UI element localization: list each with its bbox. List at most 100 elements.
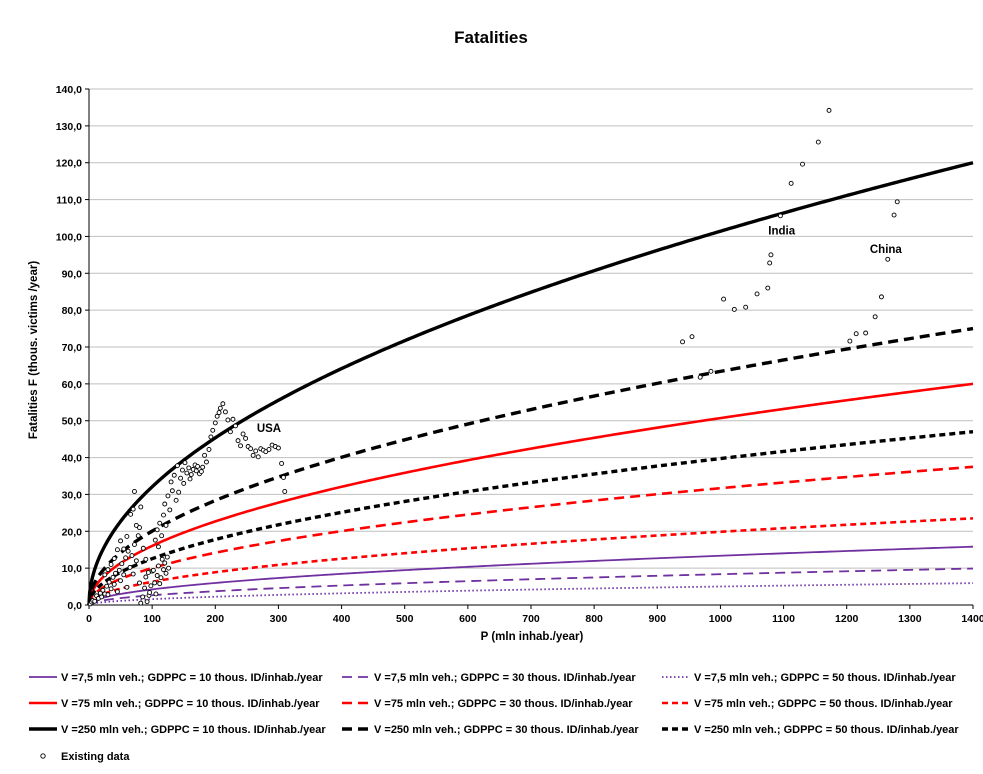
data-point (200, 464, 206, 470)
data-point (176, 489, 182, 495)
data-point (161, 512, 166, 518)
data-point (152, 580, 158, 586)
data-point (130, 571, 136, 577)
data-point (143, 574, 149, 580)
data-point (168, 479, 174, 485)
data-point (114, 547, 120, 553)
data-point (214, 413, 220, 419)
x-tick-label: 500 (396, 613, 414, 625)
data-point (263, 449, 269, 455)
data-point (152, 537, 158, 543)
data-point (118, 538, 124, 544)
data-point (169, 488, 175, 494)
grid-lines (89, 88, 973, 569)
data-point (108, 562, 114, 567)
data-point (279, 461, 285, 466)
data-point (212, 420, 218, 426)
data-point (853, 331, 859, 337)
data-point (220, 401, 226, 407)
data-point (113, 570, 118, 576)
x-tick-label: 1400 (961, 613, 983, 625)
data-point (216, 410, 222, 416)
y-tick-label: 70,0 (62, 342, 83, 354)
x-axis-title: P (mln inhab./year) (481, 631, 584, 643)
data-point (743, 304, 749, 310)
data-point (167, 507, 173, 513)
data-point (163, 570, 169, 576)
data-point (116, 567, 122, 573)
data-point (145, 570, 151, 576)
legend-label-3: V =7,5 mln veh.; GDPPC = 50 thous. ID/in… (694, 672, 956, 684)
data-point (266, 447, 272, 452)
data-point (100, 587, 106, 593)
data-point (765, 285, 771, 291)
data-point (111, 581, 117, 587)
data-point (174, 463, 180, 469)
data-point (137, 580, 142, 586)
data-point (225, 417, 231, 423)
data-point (878, 294, 884, 300)
data-point (248, 446, 254, 452)
data-point (826, 107, 832, 113)
data-point (148, 583, 154, 589)
x-tick-label: 300 (270, 613, 288, 625)
data-point (179, 467, 185, 473)
data-point (708, 368, 714, 374)
data-point (110, 574, 116, 580)
data-point (227, 429, 233, 435)
data-point (153, 591, 159, 597)
x-tick-label: 600 (459, 613, 477, 625)
x-tick-label: 700 (522, 613, 540, 625)
data-point (184, 470, 190, 476)
x-tick-label: 1100 (772, 613, 795, 625)
data-point (163, 522, 169, 528)
y-tick-label: 110,0 (56, 195, 82, 207)
data-point (235, 438, 241, 444)
data-point (159, 533, 165, 539)
y-axis-title: Fatalities F (thous. victims /year) (28, 261, 40, 439)
data-point (202, 452, 208, 458)
data-point (275, 445, 281, 451)
legend-label-8: V =250 mln veh.; GDPPC = 30 thous. ID/in… (374, 724, 639, 736)
data-point (127, 564, 133, 570)
x-tick-label: 400 (333, 613, 351, 625)
data-point (138, 504, 144, 510)
data-point (162, 560, 168, 566)
data-point (166, 565, 172, 571)
data-point (210, 427, 216, 433)
tick-labels: 0,0 10,0 20,0 30,0 40,0 50,0 60,0 70,0 80,0 90,0 1… (56, 84, 983, 625)
data-point (99, 594, 105, 600)
data-point (128, 511, 134, 517)
y-tick-label: 50,0 (62, 416, 83, 428)
legend-label-existing-data: Existing data (61, 751, 130, 763)
data-point (721, 296, 727, 302)
x-tick-label: 1200 (835, 613, 859, 625)
annotation-india: India (768, 226, 795, 238)
data-point (102, 572, 108, 578)
legend-label-4: V =75 mln veh.; GDPPC = 10 thous. ID/inh… (61, 698, 320, 710)
data-point (203, 459, 209, 465)
series-line-7 (87, 161, 974, 606)
y-tick-label: 10,0 (62, 563, 83, 575)
data-point (768, 252, 774, 258)
data-point (206, 447, 212, 452)
data-point (731, 306, 737, 312)
y-tick-label: 20,0 (62, 526, 83, 538)
data-point (140, 545, 146, 551)
data-point (132, 489, 137, 494)
data-point (238, 443, 243, 449)
data-point (123, 555, 129, 561)
data-point (171, 472, 177, 478)
data-point (156, 563, 161, 569)
x-tick-label: 1300 (898, 613, 922, 625)
data-point (689, 334, 695, 340)
data-point (800, 161, 805, 167)
y-tick-label: 100,0 (56, 231, 82, 243)
data-point (173, 497, 179, 503)
x-tick-label: 900 (649, 613, 667, 625)
data-point (208, 434, 214, 440)
annotation-china: China (870, 244, 903, 256)
data-point (282, 489, 288, 494)
series-lines (87, 161, 974, 606)
